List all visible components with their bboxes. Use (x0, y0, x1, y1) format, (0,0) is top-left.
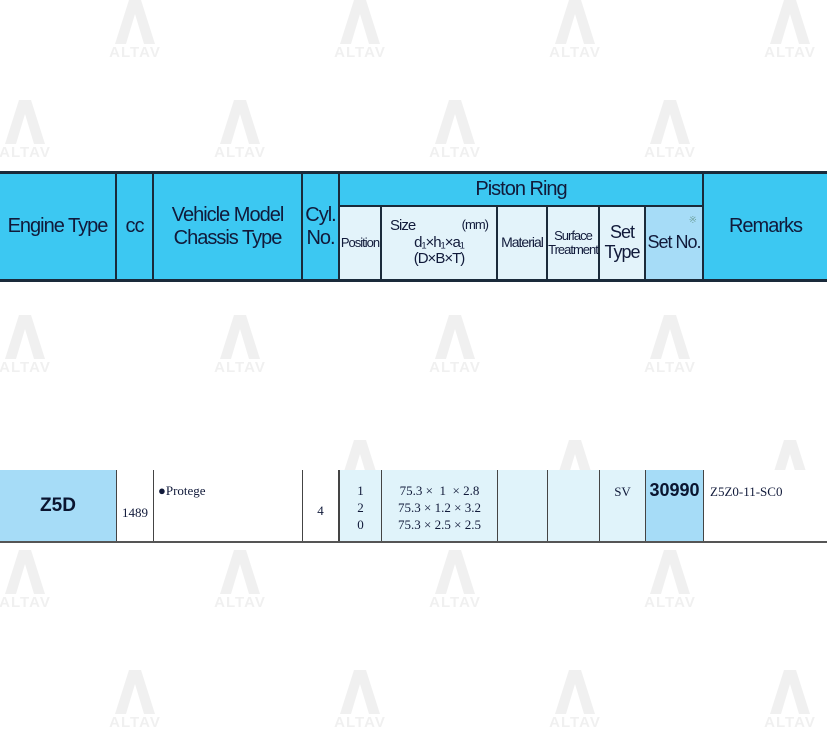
watermark-logo: ALTAV (420, 100, 490, 170)
watermark-logo: ALTAV (635, 100, 705, 170)
header-cyl-no: Cyl. No. (303, 174, 340, 279)
header-set-no: Set No. ※ (646, 207, 704, 279)
cell-cc: 1489 (117, 470, 154, 541)
set-no-label: Set No. (647, 232, 701, 253)
header-vehicle-model: Vehicle Model Chassis Type (154, 174, 303, 279)
cell-vehicle-model: ●Protege (154, 470, 303, 541)
watermark-logo: ALTAV (540, 670, 610, 740)
watermark-logo: ALTAV (205, 100, 275, 170)
position-value: 0 (357, 517, 364, 532)
no-label: No. (306, 226, 335, 249)
watermark-logo: ALTAV (755, 670, 825, 740)
cell-set-no: 30990 (646, 470, 704, 541)
cell-cyl-no: 4 (303, 470, 340, 541)
size-formula-2: (D×B×T) (413, 250, 466, 268)
header-surface-treatment: Surface Treatment (548, 207, 600, 279)
watermark-logo: ALTAV (100, 0, 170, 70)
cell-size: 75.3 × 1 × 2.8 75.3 × 1.2 × 3.2 75.3 × 2.5… (382, 470, 498, 541)
header-material: Material (498, 207, 548, 279)
chassis-type-label: Chassis Type (173, 226, 283, 249)
set-no-mark: ※ (688, 215, 697, 226)
size-formula: d₁×h₁×a₁ (414, 233, 465, 251)
cell-engine-type: Z5D (0, 470, 117, 541)
watermark-logo: ALTAV (205, 315, 275, 385)
watermark-logo: ALTAV (325, 670, 395, 740)
vehicle-model-label: Vehicle Model (171, 203, 285, 226)
cyl-label: Cyl. (305, 203, 336, 226)
size-label: Size (390, 217, 416, 235)
size-value: 75.3 × 1.2 × 3.2 (398, 500, 481, 515)
header-set-type: Set Type (600, 207, 646, 279)
cell-remarks: Z5Z0-11-SC0 (704, 470, 827, 541)
header-position: Position (340, 207, 382, 279)
watermark-logo: ALTAV (635, 550, 705, 620)
cell-position: 1 2 0 (340, 470, 382, 541)
watermark-logo: ALTAV (0, 315, 60, 385)
watermark-logo: ALTAV (0, 550, 60, 620)
set-label: Set (609, 222, 635, 243)
cell-surface-treatment (548, 470, 600, 541)
position-value: 1 (357, 483, 364, 498)
watermark-logo: ALTAV (755, 0, 825, 70)
watermark-logo: ALTAV (420, 550, 490, 620)
header-piston-ring: Piston Ring (340, 174, 704, 207)
watermark-logo: ALTAV (635, 315, 705, 385)
size-unit: (mm) (461, 217, 489, 233)
header-cc: cc (117, 174, 154, 279)
position-value: 2 (357, 500, 364, 515)
watermark-logo: ALTAV (325, 0, 395, 70)
treatment-label: Treatment (548, 242, 599, 257)
header-size: Size (mm) d₁×h₁×a₁ (D×B×T) (382, 207, 498, 279)
header-engine-type: Engine Type (0, 174, 117, 279)
size-value: 75.3 × 1 × 2.8 (399, 483, 480, 498)
type-label: Type (604, 242, 640, 262)
watermark-logo: ALTAV (100, 670, 170, 740)
watermark-logo: ALTAV (0, 100, 60, 170)
size-value: 75.3 × 2.5 × 2.5 (398, 517, 481, 532)
header-remarks: Remarks (704, 174, 827, 279)
cell-material (498, 470, 548, 541)
watermark-logo: ALTAV (205, 550, 275, 620)
surface-label: Surface (554, 227, 593, 243)
watermark-logo: ALTAV (540, 0, 610, 70)
cell-set-type: SV (600, 470, 646, 541)
watermark-logo: ALTAV (420, 315, 490, 385)
